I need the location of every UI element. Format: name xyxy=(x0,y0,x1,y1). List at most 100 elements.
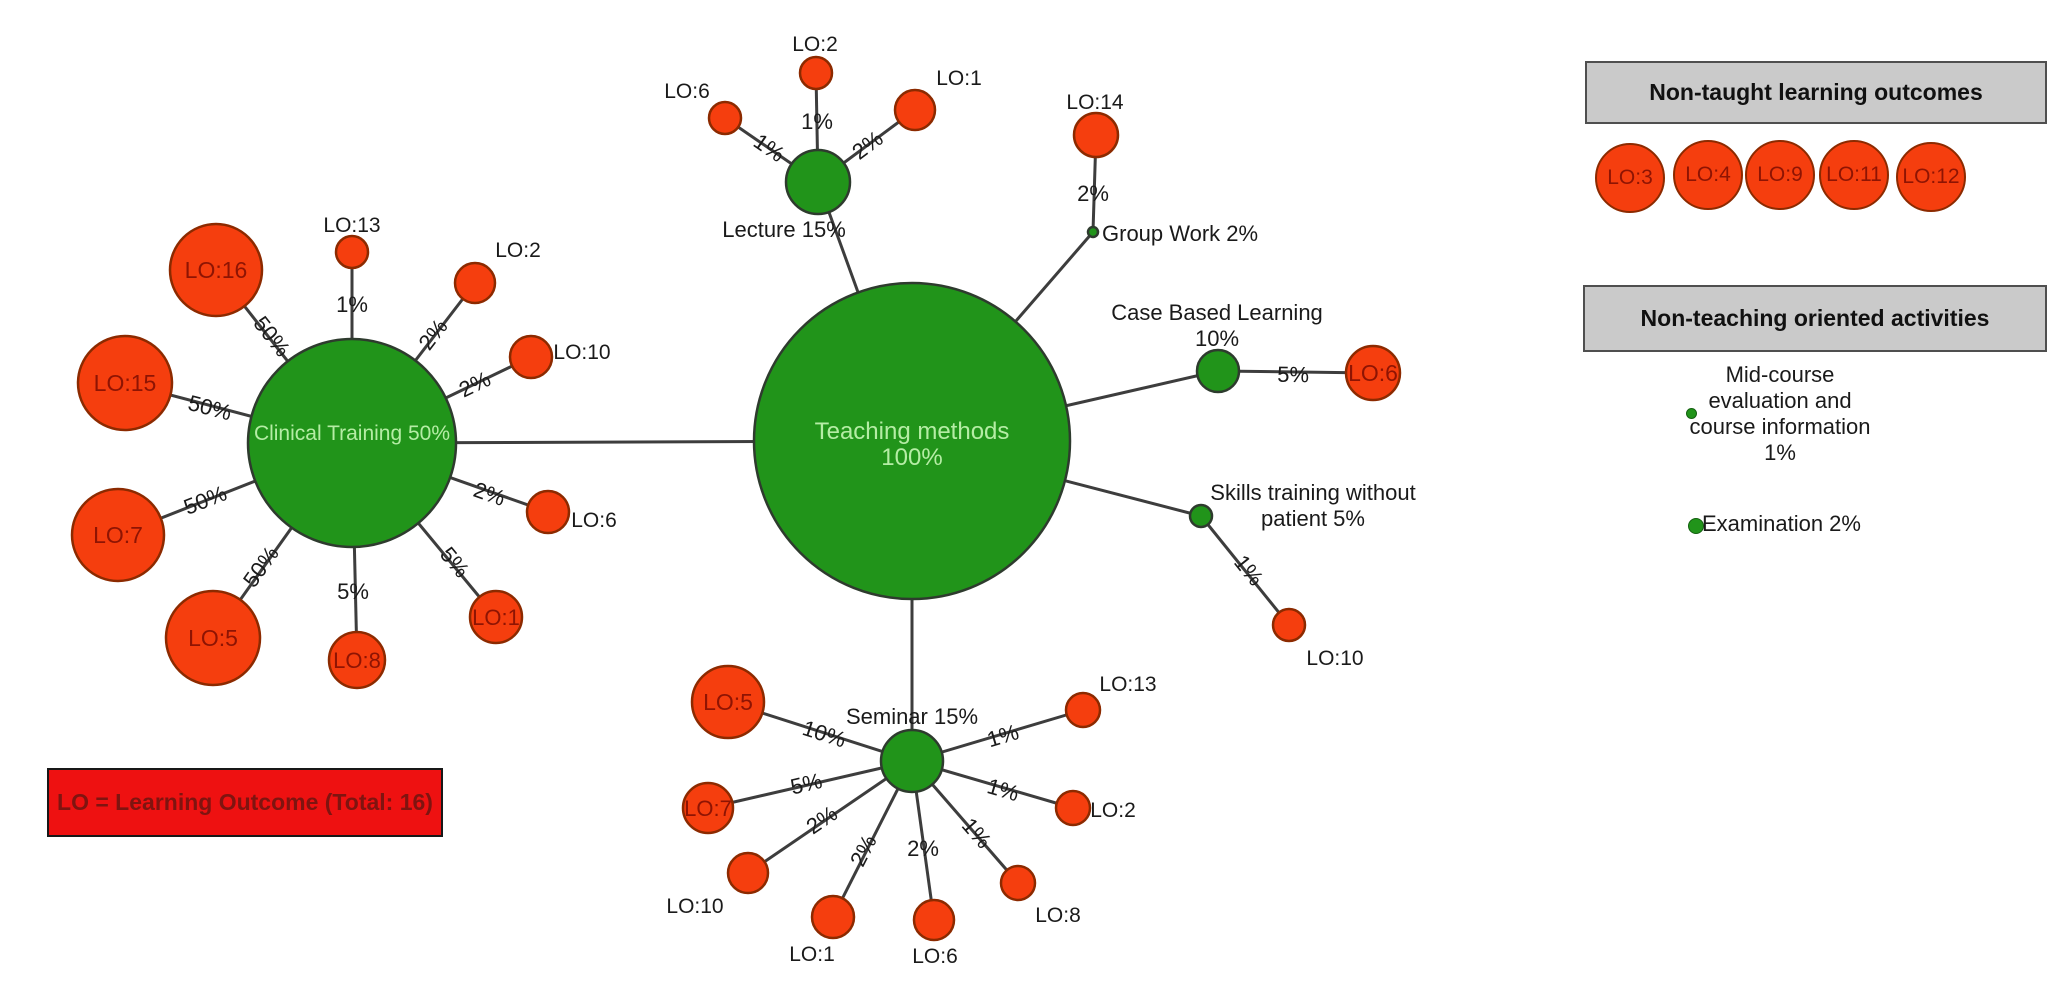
node-g14 xyxy=(1072,111,1120,159)
node-label-groupwork: Group Work 2% xyxy=(1102,221,1258,246)
node-label-lc1: LO:1 xyxy=(936,67,982,90)
node-label-cb6: LO:6 xyxy=(1348,360,1398,386)
node-s10 xyxy=(726,851,770,895)
node-label-skills: Skills training without xyxy=(1210,480,1415,505)
node-label-c16: LO:16 xyxy=(185,257,248,283)
midcourse-line-1: Mid-course xyxy=(1725,362,1835,387)
edge-label: 2% xyxy=(845,831,882,871)
node-lc1 xyxy=(893,88,937,132)
node-c15 xyxy=(76,334,174,432)
node-label-teaching: 100% xyxy=(881,444,942,471)
edge-label: 1% xyxy=(984,719,1022,752)
node-s5 xyxy=(690,664,766,740)
non-taught-lo9-circle: LO:9 xyxy=(1745,140,1815,210)
edge-label: 2% xyxy=(470,477,508,511)
examination-entry: Examination 2% xyxy=(1702,511,1861,536)
node-c5 xyxy=(164,589,262,687)
node-clinical xyxy=(246,337,458,549)
edge-label: 1% xyxy=(801,109,833,134)
non-taught-lo4-label: LO:4 xyxy=(1685,163,1731,186)
midcourse-line-4: 1% xyxy=(1764,440,1796,465)
non-taught-lo3-circle: LO:3 xyxy=(1595,143,1665,213)
edge-seminar-s10 xyxy=(747,759,913,875)
edge-label: 5% xyxy=(337,579,369,604)
non-taught-lo11-label: LO:11 xyxy=(1826,163,1882,186)
node-c1 xyxy=(468,589,524,645)
node-label-clinical: Clinical Training 50% xyxy=(254,422,450,445)
edge-label: 5% xyxy=(788,768,825,800)
midcourse-line-3: course information xyxy=(1689,414,1871,439)
edge-label: 50% xyxy=(185,390,234,425)
node-label-g14: LO:14 xyxy=(1066,91,1124,114)
node-label-c15: LO:15 xyxy=(94,370,157,396)
edge-label: 2% xyxy=(847,125,887,164)
node-skills xyxy=(1188,503,1214,529)
node-c16 xyxy=(168,222,264,318)
node-seminar xyxy=(879,728,945,794)
node-label-s7: LO:7 xyxy=(684,796,732,821)
node-cb6 xyxy=(1344,344,1402,402)
node-label-c13: LO:13 xyxy=(323,214,380,237)
legend-non-taught-header: Non-taught learning outcomes xyxy=(1585,61,2047,124)
edge-label: 1% xyxy=(749,129,789,168)
node-label-c6: LO:6 xyxy=(571,509,617,532)
lo-definition-note: LO = Learning Outcome (Total: 16) xyxy=(47,768,443,837)
legend-non-taught-title: Non-taught learning outcomes xyxy=(1649,79,1983,105)
node-c7 xyxy=(70,487,166,583)
node-label-seminar: Seminar 15% xyxy=(846,704,978,729)
node-teaching xyxy=(752,281,1072,601)
node-label-s13: LO:13 xyxy=(1099,673,1156,696)
node-label-s10: LO:10 xyxy=(666,895,723,918)
edge-label: 5% xyxy=(435,542,475,582)
node-lc6 xyxy=(707,100,743,136)
edge-seminar-s7 xyxy=(707,759,913,810)
node-label-cbl: Case Based Learning xyxy=(1111,300,1323,325)
edge-label: 1% xyxy=(336,292,368,317)
legend-non-teaching-header: Non-teaching oriented activities xyxy=(1583,285,2047,352)
node-label-s8: LO:8 xyxy=(1035,904,1081,927)
node-label-lc6: LO:6 xyxy=(664,80,710,103)
node-label-skills: patient 5% xyxy=(1261,506,1365,531)
node-sk10 xyxy=(1271,607,1307,643)
edge-label: 2% xyxy=(455,366,494,402)
non-taught-lo3-label: LO:3 xyxy=(1607,166,1653,189)
node-c13 xyxy=(334,234,370,270)
non-taught-lo11-circle: LO:11 xyxy=(1819,140,1889,210)
legend-non-teaching-title: Non-teaching oriented activities xyxy=(1640,305,1990,331)
node-s7 xyxy=(681,781,735,835)
edge-label: 10% xyxy=(800,715,850,752)
node-label-s6: LO:6 xyxy=(912,945,958,968)
non-taught-lo12-circle: LO:12 xyxy=(1896,142,1966,212)
node-c6 xyxy=(525,489,571,535)
node-label-s5: LO:5 xyxy=(703,689,753,715)
node-lc2 xyxy=(798,55,834,91)
non-taught-lo12-label: LO:12 xyxy=(1902,165,1960,188)
node-label-c7: LO:7 xyxy=(93,522,143,548)
node-label-cbl: 10% xyxy=(1195,326,1239,351)
node-s1 xyxy=(810,894,856,940)
node-cbl xyxy=(1195,348,1241,394)
node-c8 xyxy=(327,630,387,690)
node-label-lc2: LO:2 xyxy=(792,33,838,56)
edge-label: 5% xyxy=(1277,362,1309,387)
edge-label: 1% xyxy=(984,773,1022,806)
midcourse-dot-icon xyxy=(1686,408,1697,419)
examination-dot-icon xyxy=(1688,518,1704,534)
node-s2 xyxy=(1054,789,1092,827)
edge-skills-sk10 xyxy=(1199,515,1291,626)
edge-label: 2% xyxy=(907,836,939,861)
node-label-s1: LO:1 xyxy=(789,943,835,966)
node-label-c2: LO:2 xyxy=(495,239,541,262)
node-s13 xyxy=(1064,691,1102,729)
edge-label: 2% xyxy=(1077,181,1109,206)
node-label-s2: LO:2 xyxy=(1090,799,1136,822)
non-taught-lo9-label: LO:9 xyxy=(1757,163,1803,186)
midcourse-evaluation-entry: Mid-course evaluation and course informa… xyxy=(1650,362,1910,466)
node-label-c8: LO:8 xyxy=(333,648,381,673)
midcourse-line-2: evaluation and xyxy=(1708,388,1852,413)
edge-label: 50% xyxy=(180,480,230,519)
non-taught-lo4-circle: LO:4 xyxy=(1673,140,1743,210)
node-label-teaching: Teaching methods xyxy=(815,418,1010,445)
node-c10 xyxy=(508,334,554,380)
